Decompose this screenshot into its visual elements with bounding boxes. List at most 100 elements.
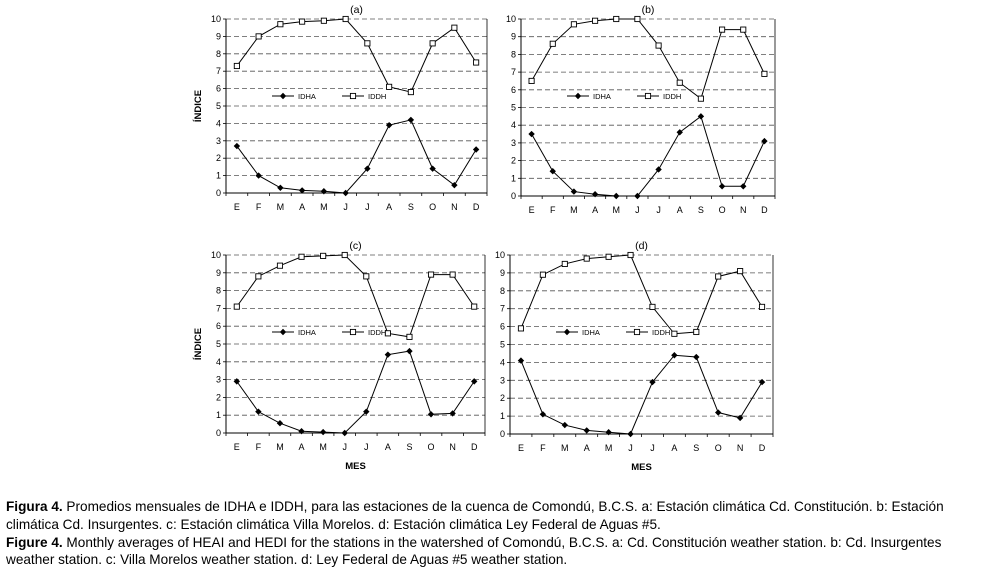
data-point-idha xyxy=(758,378,766,386)
data-point-idha xyxy=(427,411,435,418)
x-tick-label: S xyxy=(693,443,699,453)
data-point-iddh xyxy=(737,268,744,275)
x-tick-label: M xyxy=(276,442,284,452)
x-tick-label: O xyxy=(715,443,722,453)
series-line-idha xyxy=(236,119,477,194)
data-point-idha xyxy=(363,408,370,415)
data-point-iddh xyxy=(449,271,456,278)
data-point-iddh xyxy=(471,303,478,310)
data-point-iddh xyxy=(320,17,327,24)
legend-marker xyxy=(349,328,357,336)
legend: IDHA IDDH xyxy=(272,328,386,337)
data-point-idha xyxy=(634,192,641,200)
data-point-idha xyxy=(591,191,599,198)
data-point-idha xyxy=(233,142,241,150)
x-tick-label: A xyxy=(584,443,590,453)
legend-marker xyxy=(279,328,287,336)
chart-panel-a: 0 1 2 3 4 5 6 7 8 9 10 E F M A M J J A S O N D (a) ÍNDICE IDHA IDD… xyxy=(193,4,488,212)
y-tick-label: 1 xyxy=(216,171,221,181)
figure-caption: Figura 4. Promedios mensuales de IDHA e … xyxy=(6,498,981,569)
y-tick-label: 2 xyxy=(511,156,516,166)
data-point-iddh xyxy=(276,262,284,269)
x-tick-label: J xyxy=(365,202,370,212)
data-point-iddh xyxy=(583,255,590,262)
series-line-iddh xyxy=(236,254,475,338)
data-point-iddh xyxy=(715,273,722,280)
data-point-idha xyxy=(255,408,262,415)
caption-english: Figure 4. Monthly averages of HEAI and H… xyxy=(6,534,981,570)
x-tick-label: F xyxy=(256,202,262,212)
legend-marker xyxy=(563,328,571,336)
legend-label: IDHA xyxy=(582,328,600,337)
data-point-idha xyxy=(583,427,590,434)
data-point-iddh xyxy=(693,328,700,336)
series-line-iddh xyxy=(236,18,477,93)
x-tick-label: N xyxy=(737,443,744,453)
data-point-idha xyxy=(605,429,612,436)
data-point-iddh xyxy=(697,95,704,102)
data-point-iddh xyxy=(740,26,747,33)
data-point-iddh xyxy=(298,253,305,260)
x-tick-label: J xyxy=(343,202,348,212)
y-tick-label: 7 xyxy=(511,67,516,77)
data-point-iddh xyxy=(613,15,620,23)
data-point-idha xyxy=(561,421,568,429)
y-tick-label: 8 xyxy=(511,49,516,59)
data-point-idha xyxy=(718,183,726,190)
y-tick-label: 1 xyxy=(500,411,505,421)
data-point-iddh xyxy=(570,21,577,28)
y-tick-label: 4 xyxy=(216,357,221,367)
data-point-idha xyxy=(570,188,578,195)
data-point-idha xyxy=(233,378,240,385)
data-point-iddh xyxy=(363,273,370,280)
legend-label: IDDH xyxy=(368,328,386,337)
data-point-iddh xyxy=(649,303,656,310)
y-axis-label: ÍNDICE xyxy=(193,90,204,122)
y-tick-label: 10 xyxy=(506,14,516,24)
legend-label: IDDH xyxy=(663,92,681,101)
x-tick-label: M xyxy=(570,205,578,215)
y-tick-label: 3 xyxy=(511,138,516,148)
chart-panel-d: 0 1 2 3 4 5 6 7 8 9 10 E F M A M J J A S O N D (d) MES IDHA IDDH xyxy=(495,240,774,473)
data-point-iddh xyxy=(255,273,262,280)
x-tick-label: O xyxy=(428,442,435,452)
y-tick-label: 10 xyxy=(211,250,221,260)
data-point-idha xyxy=(429,165,436,172)
caption-en-text: Monthly averages of HEAI and HEDI for th… xyxy=(6,534,942,568)
data-point-iddh xyxy=(364,40,371,47)
data-point-iddh xyxy=(634,15,641,23)
data-point-idha xyxy=(539,411,547,418)
y-tick-label: 8 xyxy=(216,49,221,59)
data-point-iddh xyxy=(539,271,546,278)
data-point-idha xyxy=(298,428,305,435)
y-tick-label: 4 xyxy=(511,120,516,130)
data-point-idha xyxy=(517,357,525,364)
chart-panel-c: 0 1 2 3 4 5 6 7 8 9 10 E F M A M J J A S O N D (c) ÍNDICE MES IDHA… xyxy=(193,240,486,472)
y-tick-label: 6 xyxy=(511,85,516,95)
x-tick-label: D xyxy=(761,205,768,215)
x-tick-label: N xyxy=(740,205,747,215)
data-point-iddh xyxy=(719,26,726,33)
x-tick-label: A xyxy=(386,202,392,212)
legend-label: IDDH xyxy=(368,92,386,101)
x-tick-label: O xyxy=(429,202,436,212)
legend: IDHA IDDH xyxy=(272,92,386,101)
data-point-idha xyxy=(449,410,456,417)
data-point-idha xyxy=(385,121,393,129)
legend-marker xyxy=(644,92,652,100)
y-tick-label: 2 xyxy=(216,153,221,163)
data-point-idha xyxy=(549,168,556,175)
caption-spanish: Figura 4. Promedios mensuales de IDHA e … xyxy=(6,498,981,534)
y-tick-label: 4 xyxy=(500,357,505,367)
data-point-iddh xyxy=(233,62,240,70)
data-point-idha xyxy=(649,378,656,386)
y-tick-label: 10 xyxy=(211,14,221,24)
x-tick-label: E xyxy=(518,443,524,453)
data-point-idha xyxy=(341,429,348,437)
x-tick-label: F xyxy=(540,443,546,453)
data-point-idha xyxy=(676,129,683,136)
data-point-idha xyxy=(451,181,458,189)
data-point-idha xyxy=(627,430,634,438)
data-point-iddh xyxy=(386,83,393,90)
data-point-iddh xyxy=(341,251,348,259)
